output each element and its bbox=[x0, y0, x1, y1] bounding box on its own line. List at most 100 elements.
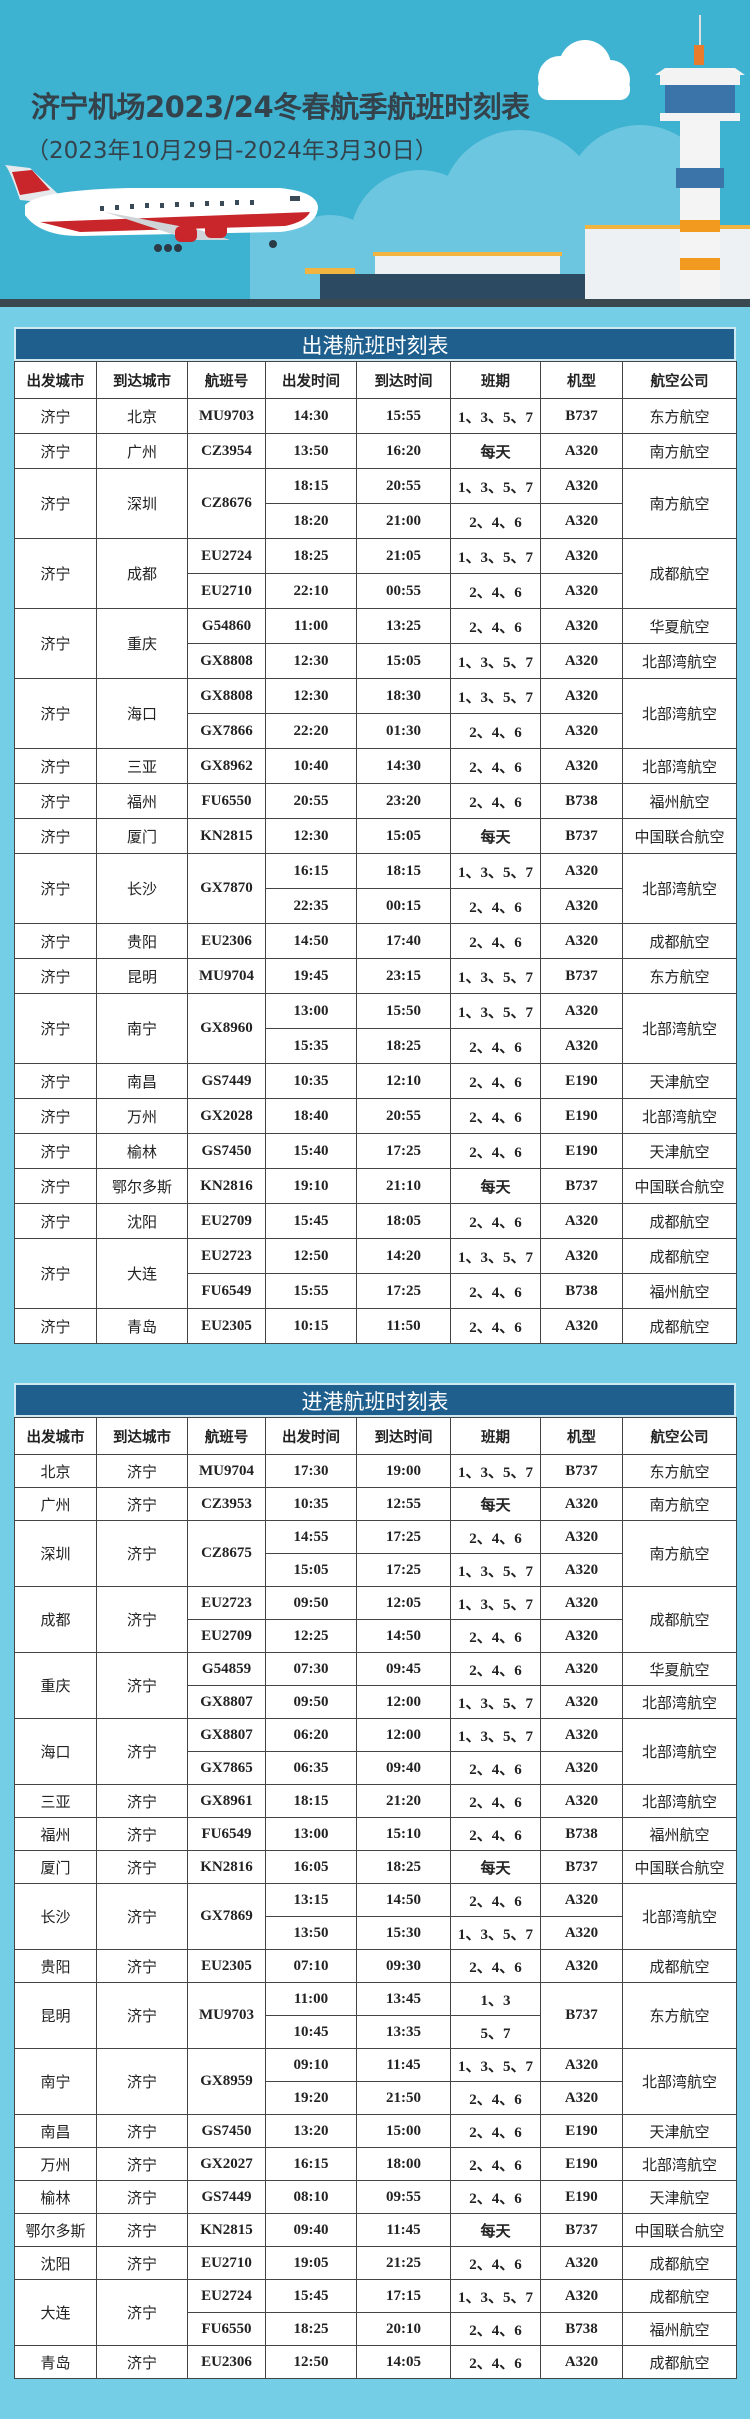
cell-flight: EU2709 bbox=[187, 1619, 266, 1653]
cell-days: 2、4、6 bbox=[450, 608, 541, 644]
cell-days: 每天 bbox=[450, 433, 541, 469]
cell-aircraft: B737 bbox=[540, 1454, 623, 1488]
cell-aircraft: A320 bbox=[540, 888, 623, 924]
cell-flight: GX8959 bbox=[187, 2048, 266, 2115]
table-row: 济宁 大连 EU2723 12:50 14:20 1、3、5、7 A320 成都航空 bbox=[14, 1238, 737, 1309]
cell-airline: 北部湾航空 bbox=[622, 643, 737, 679]
cell-days: 2、4、6 bbox=[450, 2180, 541, 2214]
cell-arr-time: 14:20 bbox=[356, 1238, 451, 1274]
cell-days: 每天 bbox=[450, 1168, 541, 1204]
cell-flight: G54860 bbox=[187, 608, 266, 644]
cell-days: 1、3、5、7 bbox=[450, 993, 541, 1029]
cell-airline: 北部湾航空 bbox=[622, 1098, 737, 1134]
cell-flight: CZ3953 bbox=[187, 1487, 266, 1521]
table-row: 济宁 鄂尔多斯 KN2816 19:10 21:10 每天 B737 中国联合航空 bbox=[14, 1168, 737, 1204]
table-row: 济宁 南昌 GS7449 10:35 12:10 2、4、6 E190 天津航空 bbox=[14, 1063, 737, 1099]
cell-aircraft: A320 bbox=[540, 2081, 623, 2115]
cell-arr-time: 09:30 bbox=[356, 1949, 451, 1983]
cell-flight: GX8807 bbox=[187, 1685, 266, 1719]
cell-dep: 万州 bbox=[14, 2147, 97, 2181]
cell-aircraft: A320 bbox=[540, 2345, 623, 2379]
cell-days: 2、4、6 bbox=[450, 1520, 541, 1554]
cell-dep-time: 18:25 bbox=[265, 2312, 357, 2346]
table-row: 南宁 济宁 GX8959 09:10 11:45 1、3、5、7 A320 北部湾航空 bbox=[14, 2048, 737, 2115]
cell-flight: GX8808 bbox=[187, 678, 266, 714]
cell-flight: EU2305 bbox=[187, 1949, 266, 1983]
cell-arr-time: 17:40 bbox=[356, 923, 451, 959]
terminal-building bbox=[305, 225, 750, 300]
cell-arr-time: 13:25 bbox=[356, 608, 451, 644]
cell-days: 2、4、6 bbox=[450, 1883, 541, 1917]
cell-flight: GX8960 bbox=[187, 993, 266, 1064]
outbound-section: 出港航班时刻表 出发城市 到达城市 航班号 出发时间 到达时间 班期 机型 航空公司 济宁 北京 M… bbox=[14, 327, 737, 1344]
cell-arr-time: 18:25 bbox=[356, 1850, 451, 1884]
cell-arr-time: 09:55 bbox=[356, 2180, 451, 2214]
cell-arr-time: 15:55 bbox=[356, 398, 451, 434]
cell-arr: 海口 bbox=[96, 678, 188, 749]
cell-flight: EU2306 bbox=[187, 923, 266, 959]
cell-aircraft: A320 bbox=[540, 993, 623, 1029]
table-row: 济宁 成都 EU2724 18:25 21:05 1、3、5、7 A320 成都航空 bbox=[14, 538, 737, 609]
table-row: 青岛 济宁 EU2306 12:50 14:05 2、4、6 A320 成都航空 bbox=[14, 2345, 737, 2379]
cell-flight: GS7450 bbox=[187, 2114, 266, 2148]
cell-arr-time: 12:00 bbox=[356, 1718, 451, 1752]
cell-dep: 济宁 bbox=[14, 468, 97, 539]
cell-aircraft: E190 bbox=[540, 2180, 623, 2214]
cell-dep-time: 13:15 bbox=[265, 1883, 357, 1917]
cell-airline: 成都航空 bbox=[622, 538, 737, 609]
table-row: 济宁 福州 FU6550 20:55 23:20 2、4、6 B738 福州航空 bbox=[14, 783, 737, 819]
cell-dep: 济宁 bbox=[14, 1168, 97, 1204]
cell-arr-time: 12:05 bbox=[356, 1586, 451, 1620]
table-row: FU6549 15:55 17:25 2、4、6 B738 福州航空 bbox=[15, 1273, 737, 1309]
table-row: 福州 济宁 FU6549 13:00 15:10 2、4、6 B738 福州航空 bbox=[14, 1817, 737, 1851]
cell-dep-time: 12:50 bbox=[265, 2345, 357, 2379]
cell-days: 2、4、6 bbox=[450, 1203, 541, 1239]
cell-aircraft: E190 bbox=[540, 1063, 623, 1099]
cell-dep: 鄂尔多斯 bbox=[14, 2213, 97, 2247]
table-row: 长沙 济宁 GX7869 13:15 14:50 2、4、6 A320 北部湾航空 bbox=[14, 1883, 737, 1950]
cell-flight: KN2816 bbox=[187, 1850, 266, 1884]
cell-dep: 济宁 bbox=[14, 398, 97, 434]
table-row: GX7866 22:20 01:30 2、4、6 A320 bbox=[15, 713, 737, 749]
cell-dep-time: 18:15 bbox=[265, 468, 357, 504]
cell-days: 2、4、6 bbox=[450, 2081, 541, 2115]
cell-airline: 成都航空 bbox=[622, 923, 737, 959]
cell-dep: 厦门 bbox=[14, 1850, 97, 1884]
cell-dep: 成都 bbox=[14, 1586, 97, 1653]
cell-arr-time: 21:10 bbox=[356, 1168, 451, 1204]
cell-flight: GS7449 bbox=[187, 2180, 266, 2214]
cell-dep-time: 22:35 bbox=[265, 888, 357, 924]
cell-arr: 济宁 bbox=[96, 2048, 188, 2115]
cell-aircraft: A320 bbox=[540, 538, 623, 574]
cell-aircraft: B737 bbox=[540, 958, 623, 994]
cell-arr: 南宁 bbox=[96, 993, 188, 1064]
cell-aircraft: B737 bbox=[540, 398, 623, 434]
cell-dep-time: 15:05 bbox=[265, 1553, 357, 1587]
cell-arr-time: 17:25 bbox=[356, 1553, 451, 1587]
cell-arr-time: 20:55 bbox=[356, 468, 451, 504]
table-row: 广州 济宁 CZ3953 10:35 12:55 每天 A320 南方航空 bbox=[14, 1487, 737, 1521]
cell-arr-time: 17:25 bbox=[356, 1133, 451, 1169]
cell-arr-time: 15:05 bbox=[356, 818, 451, 854]
table-row: EU2710 22:10 00:55 2、4、6 A320 bbox=[15, 573, 737, 609]
cell-arr: 济宁 bbox=[96, 1883, 188, 1950]
cell-airline: 天津航空 bbox=[622, 2114, 737, 2148]
cell-arr: 济宁 bbox=[96, 2180, 188, 2214]
cell-dep: 福州 bbox=[14, 1817, 97, 1851]
cell-arr-time: 16:20 bbox=[356, 433, 451, 469]
cell-dep-time: 12:50 bbox=[265, 1238, 357, 1274]
cell-aircraft: E190 bbox=[540, 2147, 623, 2181]
cell-aircraft: B737 bbox=[540, 1850, 623, 1884]
cell-dep-time: 16:15 bbox=[265, 2147, 357, 2181]
table-row: 济宁 深圳 CZ8676 18:15 20:55 1、3、5、7 A320 南方航空 bbox=[14, 468, 737, 539]
cell-aircraft: A320 bbox=[540, 678, 623, 714]
cell-dep-time: 20:55 bbox=[265, 783, 357, 819]
cell-arr: 济宁 bbox=[96, 1784, 188, 1818]
cell-dep-time: 15:35 bbox=[265, 1028, 357, 1064]
table-row: 19:20 21:50 2、4、6 A320 bbox=[15, 2081, 737, 2115]
cell-dep-time: 18:40 bbox=[265, 1098, 357, 1134]
cell-days: 2、4、6 bbox=[450, 2246, 541, 2280]
table-row: 15:35 18:25 2、4、6 A320 bbox=[15, 1028, 737, 1064]
page-title: 济宁机场2023/24冬春航季航班时刻表 bbox=[31, 90, 530, 124]
cell-airline: 华夏航空 bbox=[622, 608, 737, 644]
